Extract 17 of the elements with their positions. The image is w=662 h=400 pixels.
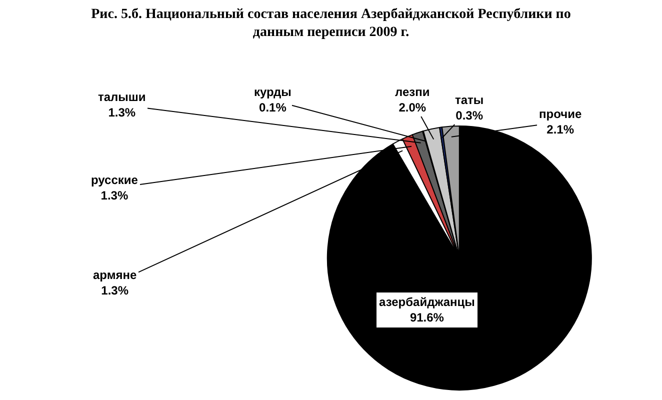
slice-label: русские (91, 173, 138, 187)
data-label: 1.3% (100, 188, 128, 203)
slice-label: прочие (539, 107, 582, 121)
slice-label: талыши (98, 90, 146, 104)
slice-label: азербайджанцы (379, 295, 475, 309)
data-label: 0.1% (259, 100, 287, 115)
data-label: 1.3% (101, 284, 129, 298)
data-label: 0.3% (456, 108, 484, 123)
data-label: 91.6% (410, 310, 444, 325)
slice-label: армяне (93, 268, 137, 282)
data-label: 2.0% (398, 100, 426, 115)
slice-label: лезпи (395, 85, 430, 99)
data-label: 2.1% (546, 122, 574, 137)
slice-label: курды (254, 85, 292, 99)
data-label: 1.3% (108, 106, 136, 120)
slice-label: таты (455, 93, 484, 107)
chart-title: Рис. 5.б. Национальный состав населения Азербайджанской Республики по данным переписи 2009 г. (91, 7, 571, 40)
